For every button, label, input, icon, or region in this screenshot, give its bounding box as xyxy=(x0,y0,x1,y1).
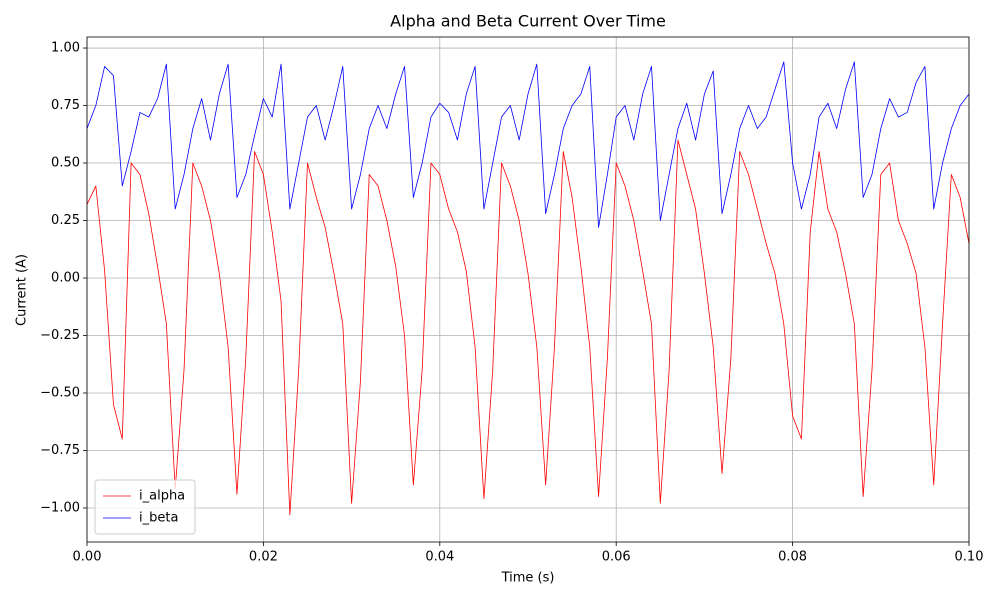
x-tick-label: 0.06 xyxy=(602,550,631,565)
series-line xyxy=(86,61,970,228)
y-tick-label: 0.25 xyxy=(51,213,80,228)
y-tick-label: 1.00 xyxy=(51,41,80,56)
x-tick-label: 0.04 xyxy=(425,550,454,565)
plot-frame xyxy=(86,36,970,543)
x-tick-label: 0.02 xyxy=(249,550,278,565)
y-tick-label: 0.00 xyxy=(51,271,80,286)
legend-label: i_beta xyxy=(139,511,178,526)
y-tick-label: −0.25 xyxy=(40,328,80,343)
legend-label: i_alpha xyxy=(139,489,185,504)
series-line xyxy=(86,139,970,516)
legend-box xyxy=(94,479,196,535)
x-tick-label: 0.08 xyxy=(778,550,807,565)
y-tick-label: 0.50 xyxy=(51,156,80,171)
chart-title: Alpha and Beta Current Over Time xyxy=(390,12,666,31)
x-tick-label: 0.10 xyxy=(955,550,984,565)
y-tick-label: −0.75 xyxy=(40,443,80,458)
y-tick-label: −1.00 xyxy=(40,500,80,515)
y-tick-label: 0.75 xyxy=(51,98,80,113)
x-axis-label: Time (s) xyxy=(501,571,555,586)
y-axis-label: Current (A) xyxy=(15,254,30,326)
x-tick-label: 0.00 xyxy=(73,550,102,565)
y-tick-label: −0.50 xyxy=(40,385,80,400)
